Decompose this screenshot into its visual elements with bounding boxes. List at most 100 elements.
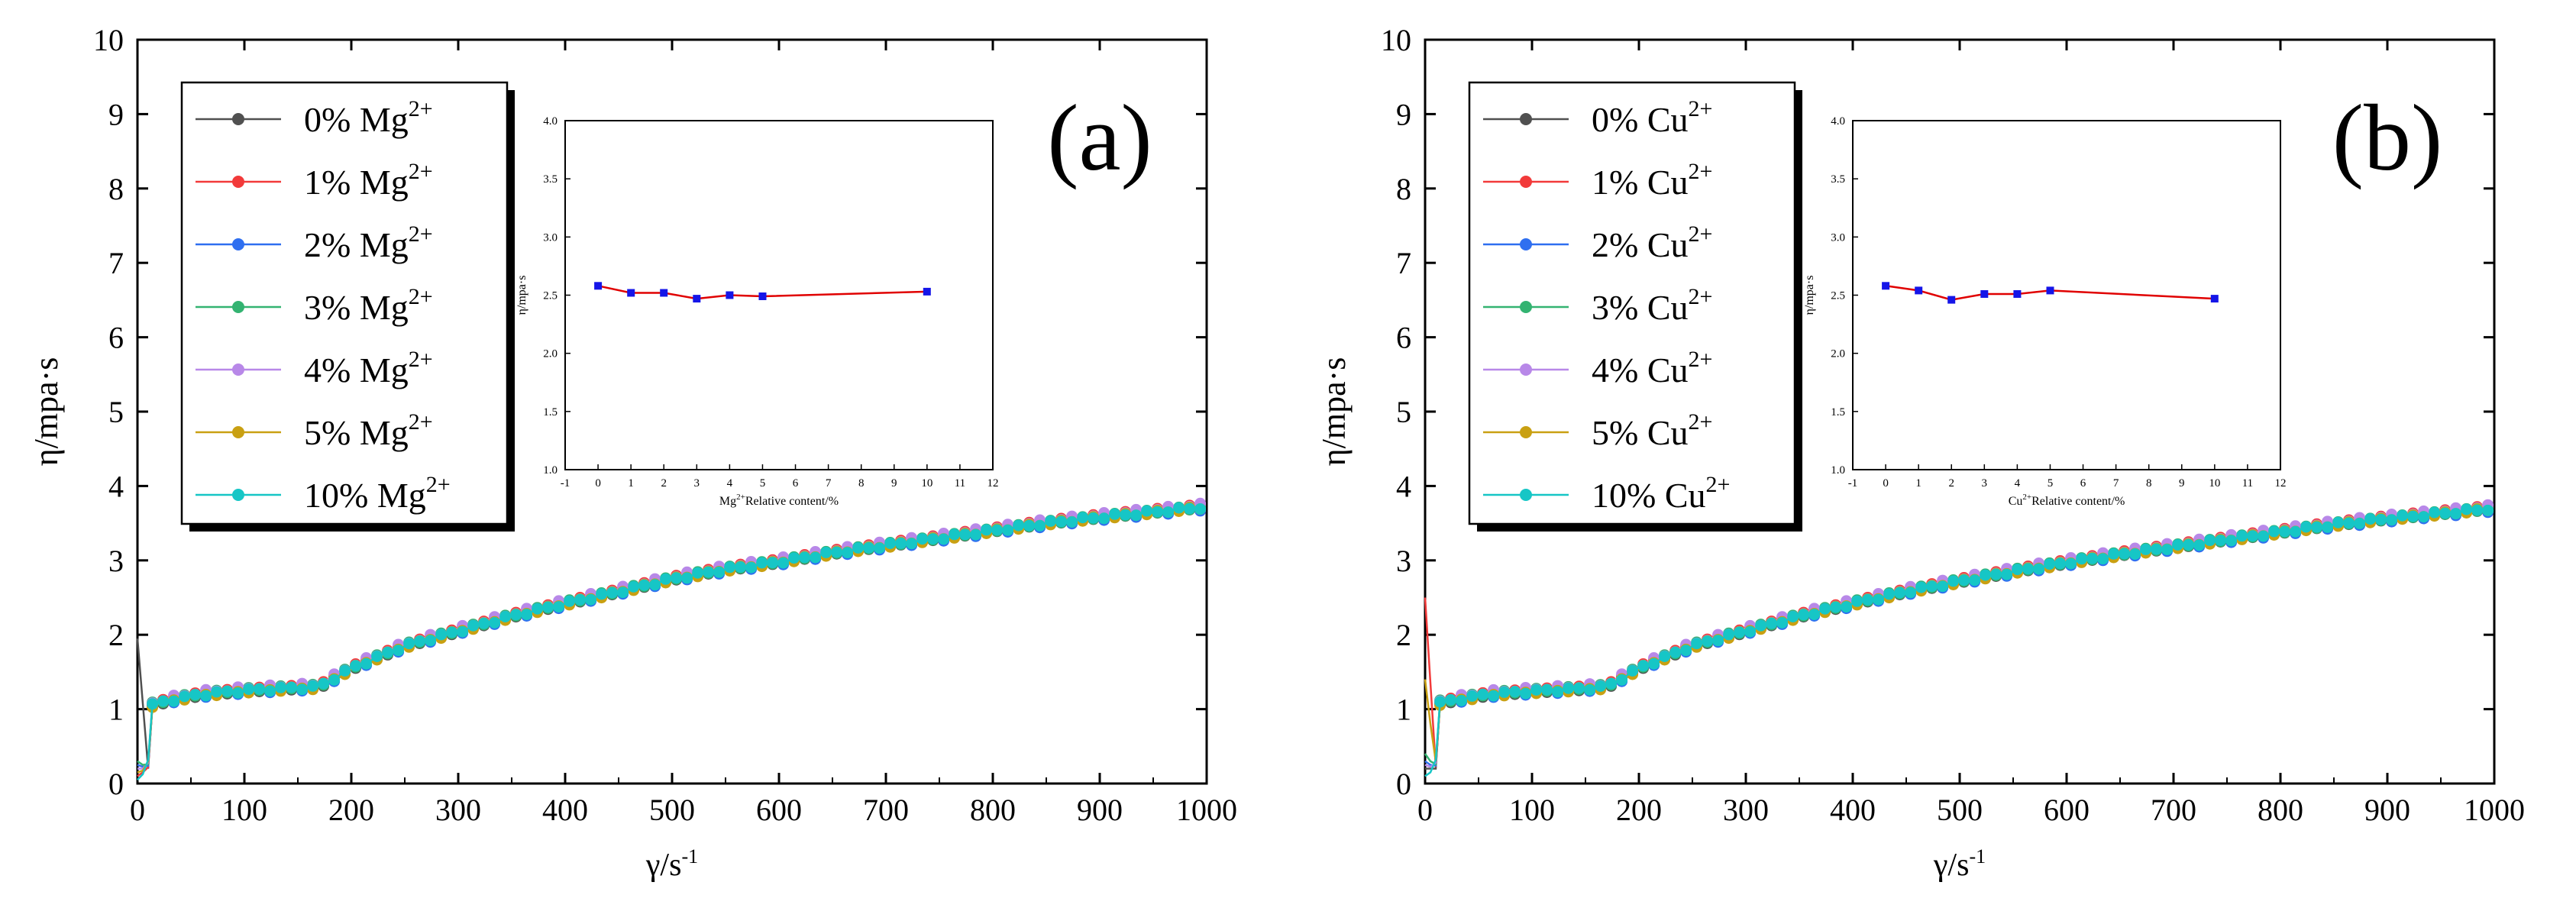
series-point bbox=[2375, 513, 2387, 525]
series-point bbox=[286, 681, 298, 693]
series-point bbox=[200, 690, 212, 702]
series-point bbox=[1734, 626, 1746, 638]
series-point bbox=[2290, 525, 2302, 538]
inset-y-tick-label: 4.0 bbox=[1831, 115, 1845, 128]
y-tick-label: 6 bbox=[1396, 321, 1411, 355]
inset-x-tick-label: 2 bbox=[1948, 477, 1954, 490]
inset-x-tick-label: 6 bbox=[793, 477, 799, 490]
inset-x-tick-label: 4 bbox=[727, 477, 733, 490]
x-tick-label: 200 bbox=[1616, 793, 1662, 827]
series-point bbox=[1841, 601, 1853, 613]
series-point bbox=[1862, 593, 1874, 606]
series-point bbox=[1045, 515, 1057, 527]
series-point bbox=[842, 547, 854, 559]
inset-point bbox=[693, 295, 701, 303]
inset-y-axis-label: η/mpa·s bbox=[516, 276, 528, 315]
inset-frame bbox=[1852, 120, 2281, 470]
legend-item: 2% Mg2+ bbox=[304, 221, 433, 264]
inset-y-tick-label: 3.5 bbox=[1831, 173, 1845, 186]
series-point bbox=[788, 552, 800, 564]
legend-marker bbox=[232, 301, 244, 313]
series-point bbox=[1563, 682, 1575, 694]
chart-panel-b: 0 100 200 300 400 500 600 700 800 900 1000 0 1 2 3 4 5 6 7… bbox=[1288, 0, 2575, 908]
x-tick-label: 0 bbox=[1417, 793, 1433, 827]
y-tick-label: 9 bbox=[1396, 97, 1411, 131]
series-point bbox=[1798, 609, 1810, 621]
series-point bbox=[2140, 543, 2152, 555]
series-point bbox=[2225, 535, 2238, 547]
series-line-2% bbox=[1424, 509, 2488, 767]
series-point bbox=[2354, 517, 2366, 529]
series-point bbox=[1691, 638, 1703, 650]
inset-x-tick-label: 5 bbox=[760, 477, 766, 490]
series-line-0% bbox=[1425, 506, 2489, 770]
series-point bbox=[1162, 506, 1175, 519]
series-point bbox=[221, 685, 234, 697]
inset-x-tick-label: 8 bbox=[858, 477, 865, 490]
y-tick-label: 8 bbox=[1396, 172, 1411, 206]
series-point bbox=[1194, 503, 1207, 515]
inset-x-tick-label: 0 bbox=[595, 477, 601, 490]
y-tick-label: 7 bbox=[108, 246, 124, 280]
series-point bbox=[2129, 548, 2141, 560]
series-point bbox=[2300, 521, 2313, 533]
series-point bbox=[1141, 505, 1153, 517]
x-tick-label: 100 bbox=[221, 793, 267, 827]
y-tick-label: 5 bbox=[1396, 395, 1411, 429]
panel-label: (b) bbox=[2332, 86, 2443, 190]
series-point bbox=[2268, 525, 2280, 538]
series-point bbox=[2364, 513, 2377, 525]
legend-marker bbox=[1520, 238, 1532, 250]
chart-b: 0 100 200 300 400 500 600 700 800 900 100001234567… bbox=[1315, 23, 2525, 883]
series-point bbox=[2161, 544, 2174, 556]
x-tick-label: 600 bbox=[2044, 793, 2090, 827]
series-point bbox=[660, 573, 672, 585]
series-point bbox=[371, 651, 383, 662]
series-point bbox=[382, 646, 394, 658]
inset-point bbox=[726, 291, 734, 299]
series-point bbox=[2418, 511, 2430, 523]
x-tick-label: 100 bbox=[1509, 793, 1555, 827]
legend-item-sup: 2+ bbox=[409, 159, 433, 184]
legend-item-sup: 2+ bbox=[1689, 284, 1713, 309]
series-point bbox=[617, 586, 629, 599]
series-point bbox=[1034, 519, 1046, 532]
inset-x-label-sup: 2+ bbox=[736, 493, 745, 502]
inset-y-axis-label: η/mpa·s bbox=[1803, 276, 1816, 315]
series-point bbox=[1109, 508, 1121, 520]
series-point bbox=[457, 625, 469, 638]
inset-x-tick-label: 0 bbox=[1883, 477, 1889, 490]
series-point bbox=[1787, 611, 1799, 622]
series-point bbox=[2482, 504, 2494, 516]
series-point bbox=[2386, 514, 2398, 526]
inset-x-tick-label: 4 bbox=[2015, 477, 2021, 490]
series-point bbox=[2407, 510, 2419, 522]
series-point bbox=[2204, 535, 2216, 547]
series-point bbox=[1669, 646, 1682, 658]
x-axis-label-sup: -1 bbox=[681, 845, 698, 868]
series-group bbox=[1424, 499, 2494, 777]
inset-x-tick-label: 12 bbox=[2275, 477, 2287, 490]
y-tick-label: 6 bbox=[108, 321, 124, 355]
series-point bbox=[1755, 619, 1767, 632]
series-point bbox=[1173, 502, 1185, 514]
y-tick-label: 10 bbox=[93, 23, 124, 57]
series-point bbox=[1488, 690, 1500, 702]
legend-item-label: 0% Cu bbox=[1592, 100, 1689, 139]
y-tick-label: 7 bbox=[1396, 246, 1411, 280]
x-axis-label-sup: -1 bbox=[1969, 845, 1986, 868]
series-point bbox=[1744, 625, 1757, 638]
series-point bbox=[328, 674, 341, 686]
legend-item-sup: 2+ bbox=[1689, 221, 1713, 247]
series-point bbox=[275, 681, 287, 693]
series-point bbox=[884, 538, 897, 549]
series-point bbox=[681, 572, 693, 584]
inset-point bbox=[923, 287, 931, 296]
legend-marker bbox=[1520, 113, 1532, 125]
series-point bbox=[499, 611, 512, 622]
series-point bbox=[2236, 530, 2248, 542]
legend-item: 2% Cu2+ bbox=[1592, 221, 1712, 264]
series-point bbox=[147, 698, 159, 710]
inset-y-tick-label: 1.5 bbox=[1831, 406, 1845, 418]
x-axis-label: γ/s-1 bbox=[645, 845, 698, 883]
